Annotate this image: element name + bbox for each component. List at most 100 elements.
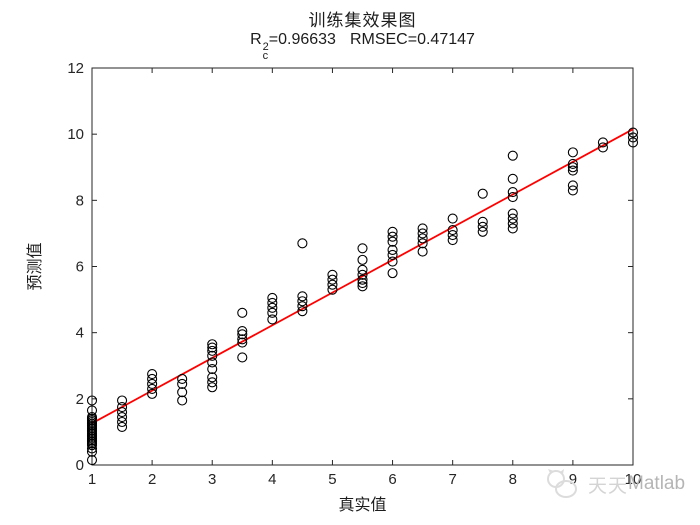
data-point-marker [267, 307, 278, 318]
data-point-marker [297, 306, 308, 317]
data-point-marker [177, 378, 188, 389]
data-point-marker [477, 188, 488, 199]
data-point-marker [507, 223, 518, 234]
data-point-marker [477, 221, 488, 232]
data-point-marker [86, 405, 98, 416]
data-point-marker [117, 407, 128, 418]
data-point-marker [567, 165, 578, 176]
data-point-marker [207, 382, 218, 393]
data-point-marker [507, 173, 518, 184]
data-point-marker [117, 421, 128, 433]
data-point-marker [507, 191, 518, 203]
r2-value: =0.96633 [268, 31, 336, 48]
data-point-marker [567, 162, 578, 173]
data-point-marker [417, 238, 428, 249]
x-tick-label: 7 [448, 471, 456, 488]
y-tick-label: 8 [76, 192, 84, 209]
y-tick-label: 10 [67, 126, 84, 143]
data-point-marker [507, 218, 518, 229]
fit-line [91, 128, 634, 425]
data-point-marker [86, 411, 98, 423]
data-point-marker [357, 274, 368, 285]
data-point-marker [207, 345, 218, 356]
axis-box [91, 67, 634, 466]
data-point-marker [327, 284, 338, 295]
data-point-marker [507, 208, 518, 219]
data-point-marker [357, 264, 368, 275]
data-point-marker [447, 230, 458, 241]
x-tick-label: 6 [388, 471, 396, 488]
scatter-points [86, 127, 639, 466]
data-point-marker [387, 226, 398, 237]
data-point-marker [387, 236, 398, 247]
data-point-marker [447, 213, 458, 224]
data-point-marker [387, 249, 398, 260]
data-point-marker [147, 388, 158, 399]
data-point-marker [207, 364, 218, 375]
data-point-marker [357, 254, 368, 265]
data-point-marker [207, 342, 218, 353]
x-tick-label: 9 [569, 471, 577, 488]
data-point-marker [417, 228, 428, 239]
r2-symbol: R [250, 31, 262, 48]
data-point-marker [207, 339, 218, 350]
data-point-marker [417, 223, 428, 234]
data-point-marker [627, 132, 639, 143]
y-tick-label: 12 [67, 60, 84, 77]
data-point-marker [327, 269, 338, 280]
y-tick-label: 4 [76, 325, 84, 342]
data-point-marker [357, 243, 368, 254]
chart-subtitle: R 2 c =0.96633 RMSEC=0.47147 [92, 31, 633, 62]
data-point-marker [387, 231, 398, 242]
data-point-marker [297, 238, 308, 249]
y-axis-ticks: 0 2 4 6 8 10 12 [67, 60, 633, 474]
y-tick-label: 2 [76, 391, 84, 408]
data-point-marker [387, 268, 398, 279]
data-point-marker [417, 246, 428, 257]
data-point-marker [147, 373, 158, 385]
data-point-marker [567, 147, 578, 158]
data-point-marker [297, 296, 308, 307]
x-tick-label: 3 [208, 471, 216, 488]
r2-subscript: c [262, 50, 269, 62]
data-point-marker [447, 234, 458, 246]
y-tick-label: 0 [76, 457, 84, 474]
y-tick-label: 6 [76, 259, 84, 276]
x-axis-label: 真实值 [338, 496, 386, 514]
data-point-marker [86, 443, 98, 454]
data-point-marker [267, 292, 278, 303]
data-point-marker [207, 372, 218, 383]
data-point-marker [177, 395, 188, 406]
data-point-marker [267, 314, 278, 325]
data-point-marker [267, 302, 278, 313]
data-point-marker [357, 281, 368, 292]
data-point-marker [207, 350, 218, 361]
x-tick-label: 10 [625, 471, 642, 488]
data-point-marker [567, 158, 578, 169]
data-point-marker [357, 277, 368, 289]
x-tick-label: 1 [88, 471, 96, 488]
x-tick-label: 8 [509, 471, 517, 488]
data-point-marker [387, 256, 398, 267]
data-point-marker [297, 301, 308, 312]
y-axis-label: 预测值 [26, 242, 44, 290]
data-point-marker [117, 395, 128, 406]
data-point-marker [597, 142, 608, 153]
data-point-marker [327, 274, 338, 285]
data-point-marker [237, 337, 248, 348]
data-point-marker [387, 244, 398, 256]
data-point-marker [627, 127, 639, 138]
data-point-marker [147, 368, 158, 380]
data-point-marker [477, 226, 488, 237]
data-point-marker [507, 150, 518, 161]
data-point-marker [507, 187, 518, 198]
x-tick-label: 2 [148, 471, 156, 488]
data-point-marker [177, 387, 188, 398]
data-point-marker [147, 378, 158, 389]
rmsec-value: RMSEC=0.47147 [349, 31, 475, 48]
data-point-marker [237, 352, 248, 363]
data-point-marker [117, 402, 128, 413]
data-point-marker [117, 411, 128, 423]
data-point-marker [207, 377, 218, 388]
